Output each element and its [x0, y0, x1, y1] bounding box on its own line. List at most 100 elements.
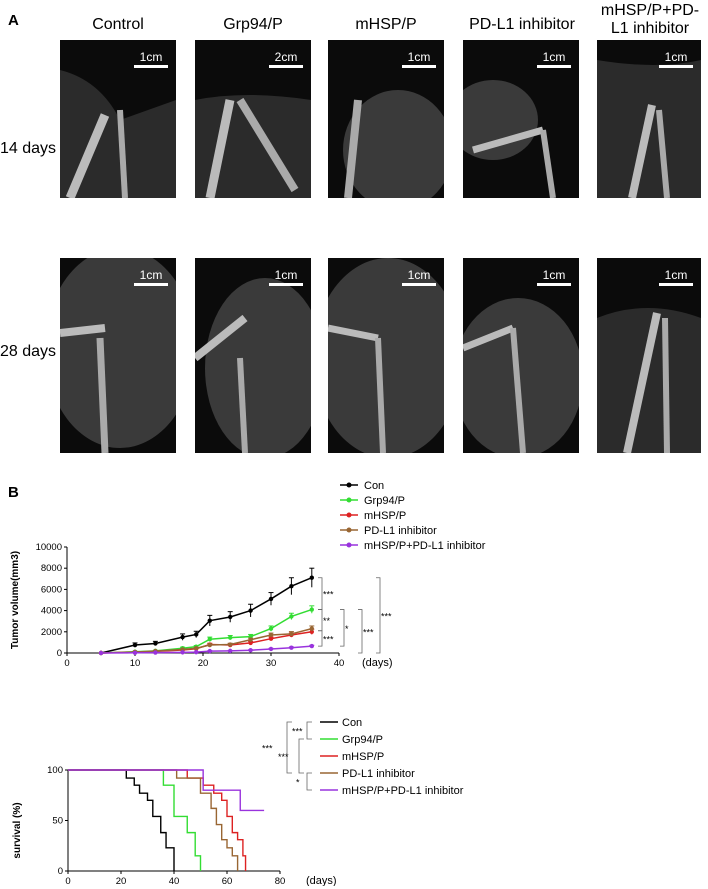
- y-tick-label: 0: [57, 648, 62, 659]
- scalebar: 1cm: [134, 50, 168, 68]
- scalebar: 1cm: [402, 268, 436, 286]
- col-label-combo: mHSP/P+PD-L1 inhibitor: [600, 2, 700, 37]
- y-tick-label: 50: [52, 816, 63, 827]
- y-axis-label: Tumor volume(mm3): [10, 551, 21, 649]
- x-tick-label: 40: [169, 876, 180, 886]
- significance-label: ***: [381, 611, 392, 621]
- scalebar: 1cm: [659, 50, 693, 68]
- tumor-volume-chart: Con Grp94/P mHSP/P PD-L1 inhibitor mHSP/P+PD…: [10, 480, 486, 669]
- data-point: [228, 642, 233, 647]
- legend-label: Con: [364, 480, 384, 492]
- x-axis-label: (days): [306, 875, 337, 886]
- data-point: [153, 641, 158, 646]
- data-point: [228, 648, 233, 654]
- data-point: [309, 643, 314, 649]
- significance-bracket: [306, 772, 312, 791]
- y-tick-label: 100: [47, 765, 63, 776]
- x-tick-label: 20: [116, 876, 127, 886]
- data-point: [180, 634, 185, 640]
- legend-label: mHSP/P+PD-L1 inhibitor: [364, 540, 486, 552]
- significance-bracket: [376, 577, 381, 654]
- legend-label: Con: [342, 717, 362, 729]
- data-point: [228, 635, 233, 640]
- data-point: [207, 618, 212, 623]
- xray-pdl1-28d: 1cm: [463, 258, 579, 453]
- xray-pdl1-14d: 1cm: [463, 40, 579, 198]
- x-tick-label: 20: [198, 658, 209, 669]
- panel-b-label: B: [8, 484, 19, 501]
- data-point: [289, 645, 294, 650]
- legend-label: mHSP/P+PD-L1 inhibitor: [342, 785, 464, 797]
- survival-curve: [68, 769, 175, 871]
- survival-curve: [68, 769, 247, 871]
- data-point: [309, 626, 314, 631]
- data-point: [194, 632, 199, 637]
- y-tick-label: 0: [58, 866, 63, 877]
- significance-label: *: [296, 778, 300, 788]
- significance-bracket: [318, 577, 323, 610]
- significance-bracket: [298, 738, 304, 774]
- significance-bracket: [358, 609, 363, 654]
- legend-label: PD-L1 inhibitor: [364, 525, 437, 537]
- col-label-pdl1: PD-L1 inhibitor: [469, 16, 575, 33]
- data-point: [289, 584, 294, 589]
- data-point: [268, 646, 274, 652]
- significance-bracket: [340, 609, 345, 647]
- data-point: [248, 637, 253, 642]
- y-tick-label: 8000: [41, 563, 62, 574]
- data-point: [228, 614, 233, 620]
- x-tick-label: 0: [64, 658, 69, 669]
- data-point: [132, 650, 138, 655]
- scalebar: 2cm: [269, 50, 303, 68]
- row-label-14days: 14 days: [0, 140, 57, 157]
- legend-marker: [346, 497, 352, 503]
- scalebar: 1cm: [537, 268, 571, 286]
- legend-label: mHSP/P: [342, 751, 384, 763]
- data-point: [194, 646, 199, 651]
- y-tick-label: 6000: [41, 584, 62, 595]
- data-point: [289, 631, 294, 637]
- panel-a-label: A: [8, 12, 19, 29]
- xray-mhsp-14d: 1cm: [328, 40, 444, 198]
- survival-curve: [68, 769, 202, 871]
- data-point: [309, 575, 314, 580]
- col-label-control: Control: [92, 16, 144, 33]
- row-label-28days: 28 days: [0, 343, 57, 360]
- x-tick-label: 60: [222, 876, 233, 886]
- survival-curve: [68, 769, 239, 871]
- data-point: [309, 629, 314, 634]
- y-tick-label: 4000: [41, 606, 62, 617]
- scalebar: 1cm: [537, 50, 571, 68]
- legend-label: Grp94/P: [342, 734, 383, 746]
- scalebar: 1cm: [269, 268, 303, 286]
- survival-chart: Con Grp94/P mHSP/P PD-L1 inhibitor mHSP/P+PD…: [12, 717, 464, 886]
- significance-bracket: [318, 630, 323, 647]
- data-point: [268, 626, 274, 631]
- x-axis-label: (days): [362, 657, 393, 669]
- data-point: [153, 650, 158, 655]
- legend-marker: [346, 542, 352, 548]
- data-point: [207, 642, 212, 648]
- data-point: [194, 649, 199, 655]
- x-tick-label: 30: [266, 658, 277, 669]
- y-tick-label: 2000: [41, 627, 62, 638]
- xray-control-28d: 1cm: [60, 258, 176, 453]
- xray-combo-14d: 1cm: [597, 40, 701, 198]
- data-point: [248, 608, 253, 613]
- xray-grp94-14d: 2cm: [195, 40, 311, 198]
- x-tick-label: 10: [130, 658, 141, 669]
- xray-grp94-28d: 1cm: [195, 258, 311, 453]
- legend-label: mHSP/P: [364, 510, 406, 522]
- significance-label: **: [323, 616, 331, 626]
- significance-label: ***: [363, 627, 374, 637]
- xray-mhsp-28d: 1cm: [328, 258, 444, 453]
- significance-bracket: [306, 721, 312, 740]
- data-point: [289, 614, 294, 619]
- significance-label: ***: [278, 752, 289, 762]
- data-point: [248, 648, 253, 653]
- legend-label: Grp94/P: [364, 495, 405, 507]
- x-tick-label: 40: [334, 658, 345, 669]
- y-axis-label: survival (%): [12, 802, 23, 858]
- xray-combo-28d: 1cm: [597, 258, 701, 453]
- legend-marker: [346, 482, 352, 488]
